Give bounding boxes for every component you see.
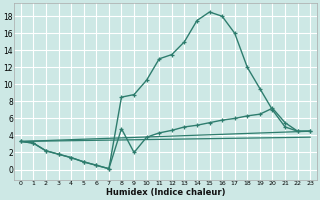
X-axis label: Humidex (Indice chaleur): Humidex (Indice chaleur) xyxy=(106,188,225,197)
